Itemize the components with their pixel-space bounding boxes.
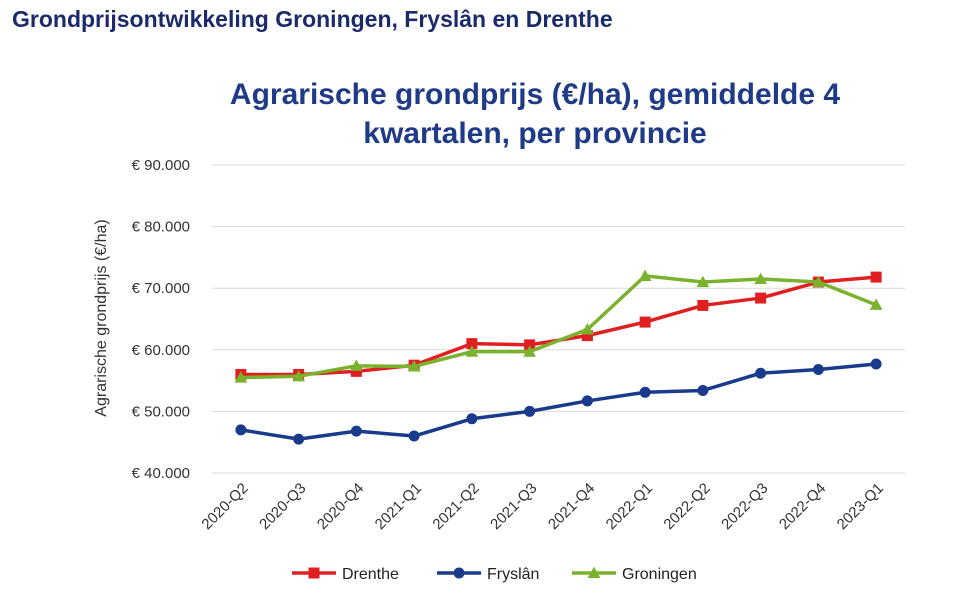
chart-title-line-2: kwartalen, per provincie — [363, 117, 706, 150]
data-point-circle — [812, 364, 824, 376]
series-lines — [234, 269, 883, 445]
data-point-triangle — [350, 359, 363, 371]
legend-label: Groningen — [622, 566, 697, 583]
legend: Drenthe Fryslân Groningen — [292, 566, 697, 583]
y-tick-label: € 40.000 — [132, 465, 190, 482]
x-tick-label: 2022-Q3 — [718, 480, 771, 533]
x-tick-label: 2020-Q2 — [198, 480, 251, 533]
x-axis-ticks: 2020-Q2 2020-Q3 2020-Q4 2021-Q1 2021-Q2 2021-… — [198, 480, 887, 533]
data-point-triangle — [587, 566, 601, 579]
series-line — [239, 274, 878, 380]
x-tick-label: 2021-Q2 — [429, 480, 482, 533]
y-axis-label: Agrarische grondprijs (€/ha) — [93, 219, 110, 416]
chart-title-line-1: Agrarische grondprijs (€/ha), gemiddelde… — [230, 78, 840, 111]
data-point-circle — [293, 433, 305, 445]
y-tick-label: € 80.000 — [132, 219, 190, 236]
data-point-square — [524, 339, 536, 351]
x-tick-label: 2022-Q2 — [660, 480, 713, 533]
data-point-triangle — [869, 298, 883, 310]
data-point-square — [697, 299, 709, 311]
data-point-circle — [350, 425, 362, 437]
data-point-square — [870, 271, 882, 283]
legend-item: Drenthe — [292, 566, 399, 583]
x-tick-label: 2021-Q1 — [372, 480, 425, 533]
y-tick-label: € 90.000 — [132, 157, 190, 174]
data-point-square — [755, 292, 767, 304]
y-tick-label: € 70.000 — [132, 280, 190, 297]
data-point-circle — [697, 384, 709, 396]
data-point-triangle — [523, 345, 536, 357]
data-point-square — [308, 567, 320, 579]
data-point-triangle — [638, 269, 652, 281]
series-line — [239, 362, 878, 441]
data-point-square — [639, 316, 651, 328]
y-axis-ticks: € 90.000 € 80.000 € 70.000 € 60.000 € 50.000… — [132, 157, 190, 482]
x-tick-label: 2020-Q4 — [314, 480, 367, 533]
data-point-triangle — [812, 275, 825, 288]
data-point-square — [350, 365, 362, 377]
data-point-circle — [235, 424, 247, 436]
data-point-circle — [870, 358, 882, 370]
series-frysl-n — [235, 358, 882, 445]
y-tick-label: € 50.000 — [132, 403, 190, 420]
data-point-circle — [639, 386, 651, 398]
data-point-square — [466, 338, 478, 350]
x-tick-label: 2022-Q4 — [776, 480, 829, 533]
legend-item: Groningen — [572, 566, 697, 583]
legend-label: Fryslân — [487, 566, 539, 583]
gridlines — [212, 164, 905, 474]
data-point-circle — [408, 430, 420, 442]
data-point-circle — [466, 413, 478, 425]
data-point-circle — [581, 395, 593, 407]
x-tick-label: 2020-Q3 — [256, 480, 309, 533]
data-point-triangle — [234, 371, 248, 383]
x-tick-label: 2021-Q4 — [545, 480, 598, 533]
x-tick-label: 2022-Q1 — [603, 480, 656, 533]
data-point-triangle — [754, 272, 767, 285]
legend-item: Fryslân — [437, 566, 539, 583]
data-point-square — [581, 330, 593, 342]
data-point-circle — [524, 405, 536, 417]
data-point-triangle — [292, 369, 305, 382]
x-tick-label: 2021-Q3 — [487, 480, 540, 533]
data-point-circle — [755, 367, 767, 379]
data-point-triangle — [465, 345, 479, 357]
x-tick-label: 2023-Q1 — [834, 480, 887, 533]
data-point-triangle — [696, 275, 710, 288]
data-point-triangle — [581, 323, 594, 335]
y-tick-label: € 60.000 — [132, 342, 190, 359]
data-point-circle — [453, 567, 465, 579]
legend-label: Drenthe — [342, 566, 399, 583]
page-title: Grondprijsontwikkeling Groningen, Fryslâ… — [12, 6, 613, 32]
data-point-triangle — [407, 360, 421, 372]
series-line — [239, 275, 878, 377]
series-groningen — [234, 269, 883, 383]
